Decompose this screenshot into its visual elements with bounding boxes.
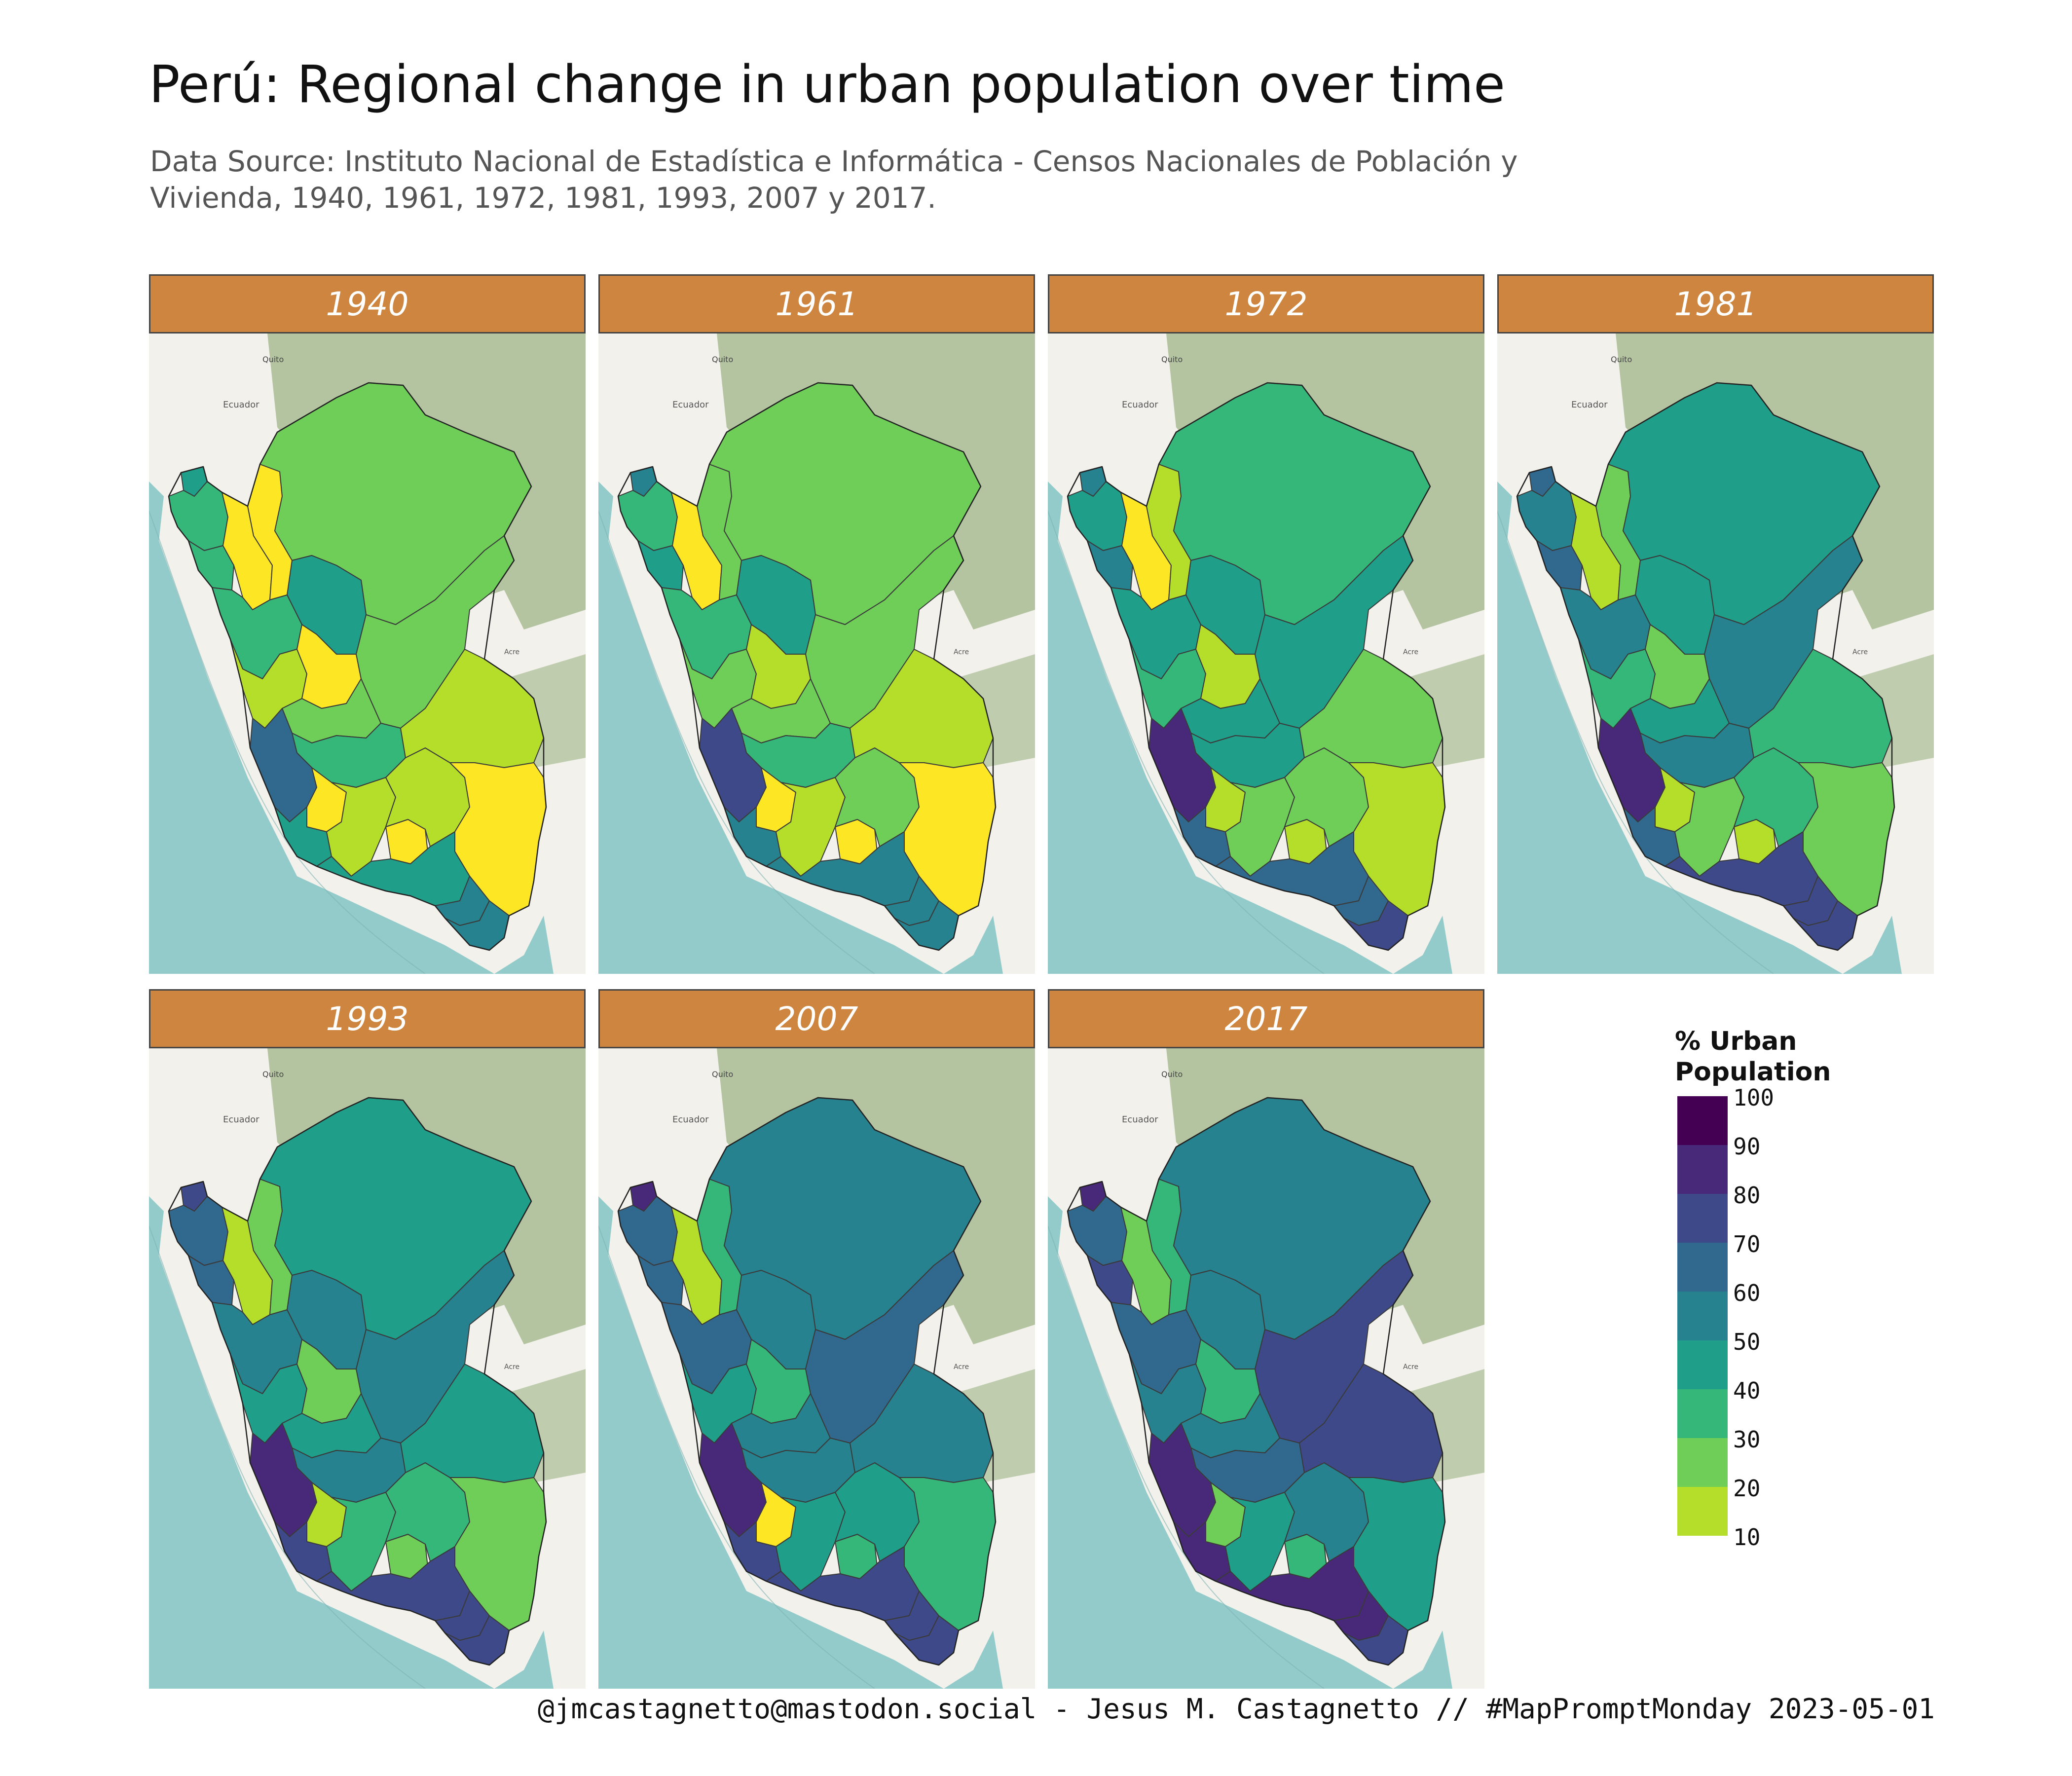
legend-tick-label: 30 <box>1733 1426 1761 1453</box>
basemap-label-quito: Quito <box>1611 355 1632 364</box>
legend-tick-label: 100 <box>1733 1084 1775 1111</box>
bathymetry-line <box>598 511 875 974</box>
legend-swatch <box>1677 1292 1728 1340</box>
legend-swatch <box>1677 1340 1728 1389</box>
basemap-label-acre: Acre <box>504 648 519 656</box>
basemap-label-ecuador: Ecuador <box>1122 1114 1158 1125</box>
facet-strip-label: 1961 <box>598 274 1035 333</box>
legend-colorbar: 100 90 80 70 60 50 40 30 20 10 <box>1675 1086 1882 1549</box>
choropleth-map: Ecuador Quito Acre <box>149 1048 586 1689</box>
legend-tick-label: 50 <box>1733 1329 1761 1355</box>
country-outline <box>1067 1097 1446 1666</box>
facet-strip-label: 1981 <box>1497 274 1934 333</box>
facet-1961: 1961 Ecuador Quito Acre <box>598 274 1035 974</box>
basemap-label-acre: Acre <box>504 1363 519 1371</box>
bathymetry-line <box>1497 511 1774 974</box>
basemap-label-acre: Acre <box>1852 648 1868 656</box>
facet-1940: 1940 Ecuador Quito Acre <box>149 274 586 974</box>
bathymetry-line <box>149 1225 426 1689</box>
facet-1981: 1981 Ecuador Quito Acre <box>1497 274 1934 974</box>
choropleth-map: Ecuador Quito Acre <box>598 1048 1035 1689</box>
facet-strip-label: 1940 <box>149 274 586 333</box>
bathymetry-line <box>1048 511 1325 974</box>
legend-swatch <box>1677 1487 1728 1536</box>
legend-swatch <box>1677 1438 1728 1487</box>
legend-tick-label: 10 <box>1733 1524 1761 1551</box>
facet-2017: 2017 Ecuador Quito Acre <box>1048 989 1484 1689</box>
chart-subtitle: Data Source: Instituto Nacional de Estad… <box>150 145 1518 215</box>
facet-1993: 1993 Ecuador Quito Acre <box>149 989 586 1689</box>
basemap-label-acre: Acre <box>1403 648 1418 656</box>
basemap-label-ecuador: Ecuador <box>223 400 259 410</box>
basemap-label-acre: Acre <box>1403 1363 1418 1371</box>
basemap-label-acre: Acre <box>954 1363 969 1371</box>
country-outline <box>617 1097 997 1666</box>
country-outline <box>168 382 547 951</box>
facet-2007: 2007 Ecuador Quito Acre <box>598 989 1035 1689</box>
basemap-label-ecuador: Ecuador <box>1571 400 1608 410</box>
facet-strip-label: 1993 <box>149 989 586 1048</box>
legend: % Urban Population 100 90 80 70 60 50 40 30 20 10 <box>1675 1026 1882 1549</box>
facet-strip-label: 2017 <box>1048 989 1484 1048</box>
bathymetry-line <box>149 511 426 974</box>
legend-swatch <box>1677 1096 1728 1145</box>
choropleth-map: Ecuador Quito Acre <box>1048 333 1484 974</box>
basemap-label-quito: Quito <box>712 355 733 364</box>
legend-swatch <box>1677 1389 1728 1438</box>
legend-swatch <box>1677 1145 1728 1194</box>
facet-strip-label: 1972 <box>1048 274 1484 333</box>
choropleth-map: Ecuador Quito Acre <box>598 333 1035 974</box>
basemap-label-quito: Quito <box>712 1070 733 1079</box>
bathymetry-line <box>598 1225 875 1689</box>
basemap-label-acre: Acre <box>954 648 969 656</box>
chart-title: Perú: Regional change in urban populatio… <box>149 54 1505 114</box>
legend-title: % Urban Population <box>1675 1027 1831 1087</box>
legend-tick-label: 90 <box>1733 1133 1761 1160</box>
country-outline <box>617 382 997 951</box>
facet-strip-label: 2007 <box>598 989 1035 1048</box>
facet-1972: 1972 Ecuador Quito Acre <box>1048 274 1484 974</box>
legend-tick-label: 60 <box>1733 1280 1761 1306</box>
choropleth-map: Ecuador Quito Acre <box>149 333 586 974</box>
country-outline <box>1516 382 1895 951</box>
legend-tick-label: 80 <box>1733 1182 1761 1209</box>
legend-tick-label: 20 <box>1733 1475 1761 1502</box>
legend-swatch <box>1677 1243 1728 1292</box>
legend-swatch <box>1677 1194 1728 1243</box>
country-outline <box>168 1097 547 1666</box>
basemap-label-ecuador: Ecuador <box>672 1114 709 1125</box>
basemap-label-quito: Quito <box>1161 355 1183 364</box>
basemap-label-quito: Quito <box>262 355 284 364</box>
choropleth-map: Ecuador Quito Acre <box>1048 1048 1484 1689</box>
basemap-label-quito: Quito <box>262 1070 284 1079</box>
basemap-label-ecuador: Ecuador <box>1122 400 1158 410</box>
country-outline <box>1067 382 1446 951</box>
legend-tick-label: 70 <box>1733 1231 1761 1258</box>
basemap-label-quito: Quito <box>1161 1070 1183 1079</box>
legend-tick-label: 40 <box>1733 1377 1761 1404</box>
choropleth-map: Ecuador Quito Acre <box>1497 333 1934 974</box>
basemap-label-ecuador: Ecuador <box>672 400 709 410</box>
bathymetry-line <box>1048 1225 1325 1689</box>
caption: @jmcastagnetto@mastodon.social - Jesus M… <box>537 1693 1935 1725</box>
basemap-label-ecuador: Ecuador <box>223 1114 259 1125</box>
